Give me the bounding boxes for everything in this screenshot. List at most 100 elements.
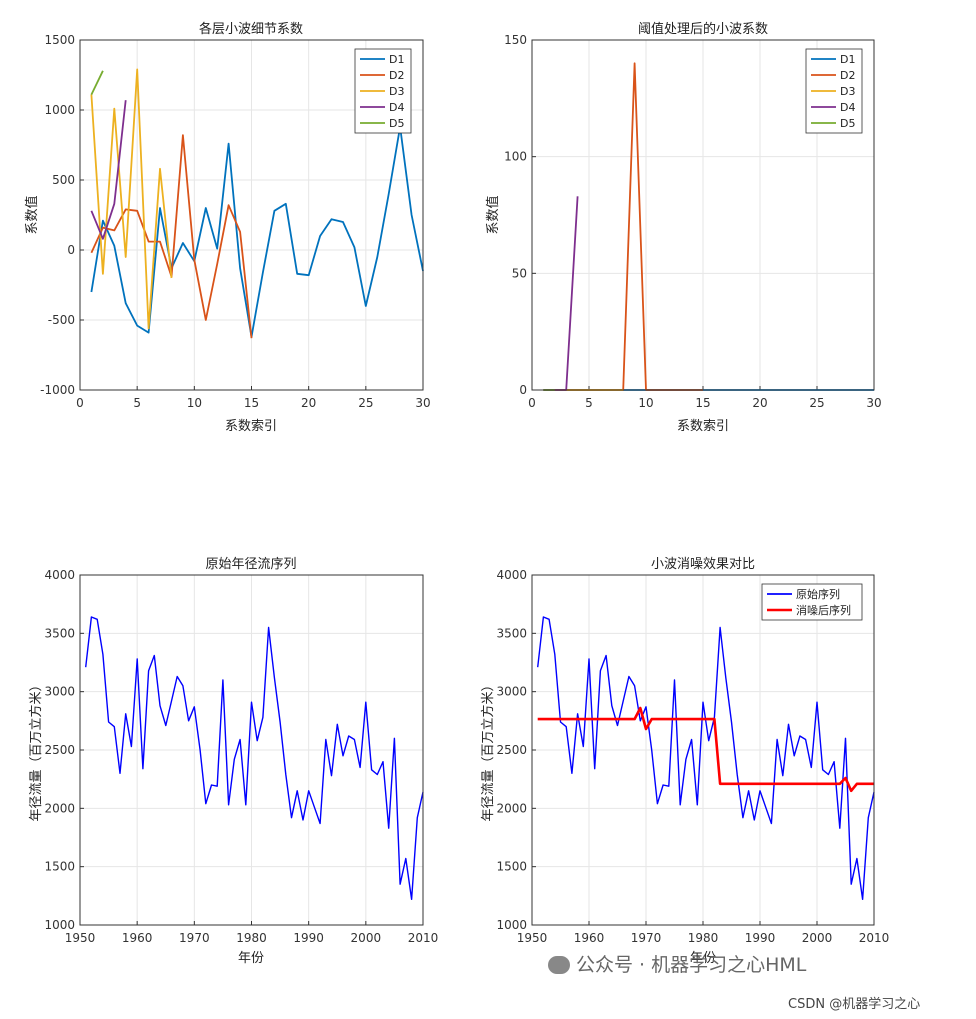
chart-thresholded-coefficients: 阈值处理后的小波系数 0 5 10 15 20 25 30 0 50 100 150 系数索引 系… [485,21,882,434]
y-tick-label: 0 [67,243,75,257]
x-tick-label: 15 [695,396,710,410]
y-tick-label: 3000 [44,685,75,699]
y-tick-label: -500 [48,313,75,327]
legend-entry: D4 [389,101,404,114]
legend-entry: D5 [840,117,855,130]
x-tick-label: 5 [133,396,141,410]
x-tick-label: 1960 [574,931,605,945]
legend-entry: D2 [840,69,855,82]
chart-title: 原始年径流序列 [205,557,296,572]
watermark: 公众号 · 机器学习之心HML [548,950,806,977]
y-tick-label: 100 [504,150,527,164]
legend-entry: 原始序列 [796,587,840,601]
y-tick-label: 500 [52,173,75,187]
y-tick-label: 2000 [44,801,75,815]
series-line-D2 [543,62,703,391]
legend-entry: 消噪后序列 [796,603,851,617]
y-axis-label: 系数值 [485,195,501,234]
x-tick-label: 20 [752,396,767,410]
series-line-series-1 [85,616,424,900]
csdn-credit: CSDN @机器学习之心 [788,997,921,1012]
y-tick-label: 150 [504,33,527,47]
series-line-D1 [90,125,424,338]
y-axis-label: 系数值 [24,195,40,234]
wechat-icon [548,956,570,974]
plot-area [79,574,424,926]
x-tick-label: 5 [585,396,593,410]
legend-entry: D4 [840,101,855,114]
x-tick-label: 20 [301,396,316,410]
y-tick-label: 1500 [44,33,75,47]
y-tick-label: 0 [519,383,527,397]
x-tick-label: 0 [76,396,84,410]
x-tick-label: 2010 [859,931,890,945]
x-tick-label: 0 [528,396,536,410]
x-axis-label: 系数索引 [677,419,729,434]
series-line-D4 [543,196,579,391]
y-tick-label: 4000 [496,568,527,582]
x-tick-label: 1980 [688,931,719,945]
series-line-消噪后序列 [537,706,874,793]
x-tick-label: 1950 [517,931,548,945]
y-tick-label: 3500 [496,626,527,640]
legend-entry: D1 [389,53,404,66]
watermark-text: 公众号 · 机器学习之心HML [576,954,807,976]
x-tick-label: 15 [244,396,259,410]
y-tick-label: 50 [512,266,527,280]
x-tick-label: 10 [638,396,653,410]
chart-denoising-comparison: 小波消噪效果对比 1950 1960 1970 1980 1990 2000 2010 10… [480,557,889,966]
y-axis-label: 年径流量（百万立方米） [28,678,44,821]
x-tick-label: 25 [358,396,373,410]
chart-title: 小波消噪效果对比 [651,557,755,572]
y-tick-label: 1000 [44,103,75,117]
plot-area [79,39,424,391]
y-tick-label: 1000 [496,918,527,932]
x-tick-label: 1950 [65,931,96,945]
series-line-D2 [90,134,253,339]
chart-wavelet-detail-coefficients: 各层小波细节系数 0 5 10 15 20 25 30 -1000 -500 0 500 1000 1… [24,21,431,434]
y-axis-label: 年径流量（百万立方米） [480,678,496,821]
legend: D1 D2 D3 D4 D5 [354,48,412,134]
legend-entry: D5 [389,117,404,130]
x-tick-label: 10 [187,396,202,410]
series-line-D4 [90,100,127,240]
x-axis-label: 系数索引 [225,419,277,434]
x-tick-label: 25 [809,396,824,410]
x-tick-label: 2000 [351,931,382,945]
y-tick-label: 2500 [44,743,75,757]
plot-area [531,574,875,926]
legend-entry: D3 [840,85,855,98]
series-line-原始序列 [537,616,875,900]
x-tick-label: 1990 [293,931,324,945]
x-tick-label: 1970 [179,931,210,945]
plot-area [531,39,875,391]
y-tick-label: 1500 [496,860,527,874]
x-axis-label: 年份 [690,951,716,966]
y-tick-label: 1000 [44,918,75,932]
x-tick-label: 1980 [236,931,267,945]
x-axis-label: 年份 [238,951,264,966]
x-tick-label: 2000 [802,931,833,945]
y-tick-label: -1000 [40,383,75,397]
x-tick-label: 2010 [408,931,439,945]
legend-entry: D2 [389,69,404,82]
x-tick-label: 1960 [122,931,153,945]
y-tick-label: 3000 [496,685,527,699]
chart-title: 各层小波细节系数 [199,21,303,37]
y-tick-label: 1500 [44,860,75,874]
x-tick-label: 1990 [745,931,776,945]
chart-original-annual-runoff: 原始年径流序列 1950 1960 1970 1980 1990 2000 2010 100… [28,557,438,966]
x-tick-label: 30 [415,396,430,410]
legend: D1 D2 D3 D4 D5 [805,48,863,134]
x-tick-label: 30 [866,396,881,410]
legend-entry: D1 [840,53,855,66]
legend-entry: D3 [389,85,404,98]
y-tick-label: 3500 [44,626,75,640]
y-tick-label: 4000 [44,568,75,582]
chart-title: 阈值处理后的小波系数 [638,21,768,37]
y-tick-label: 2500 [496,743,527,757]
y-tick-label: 2000 [496,801,527,815]
legend-box [761,583,863,621]
